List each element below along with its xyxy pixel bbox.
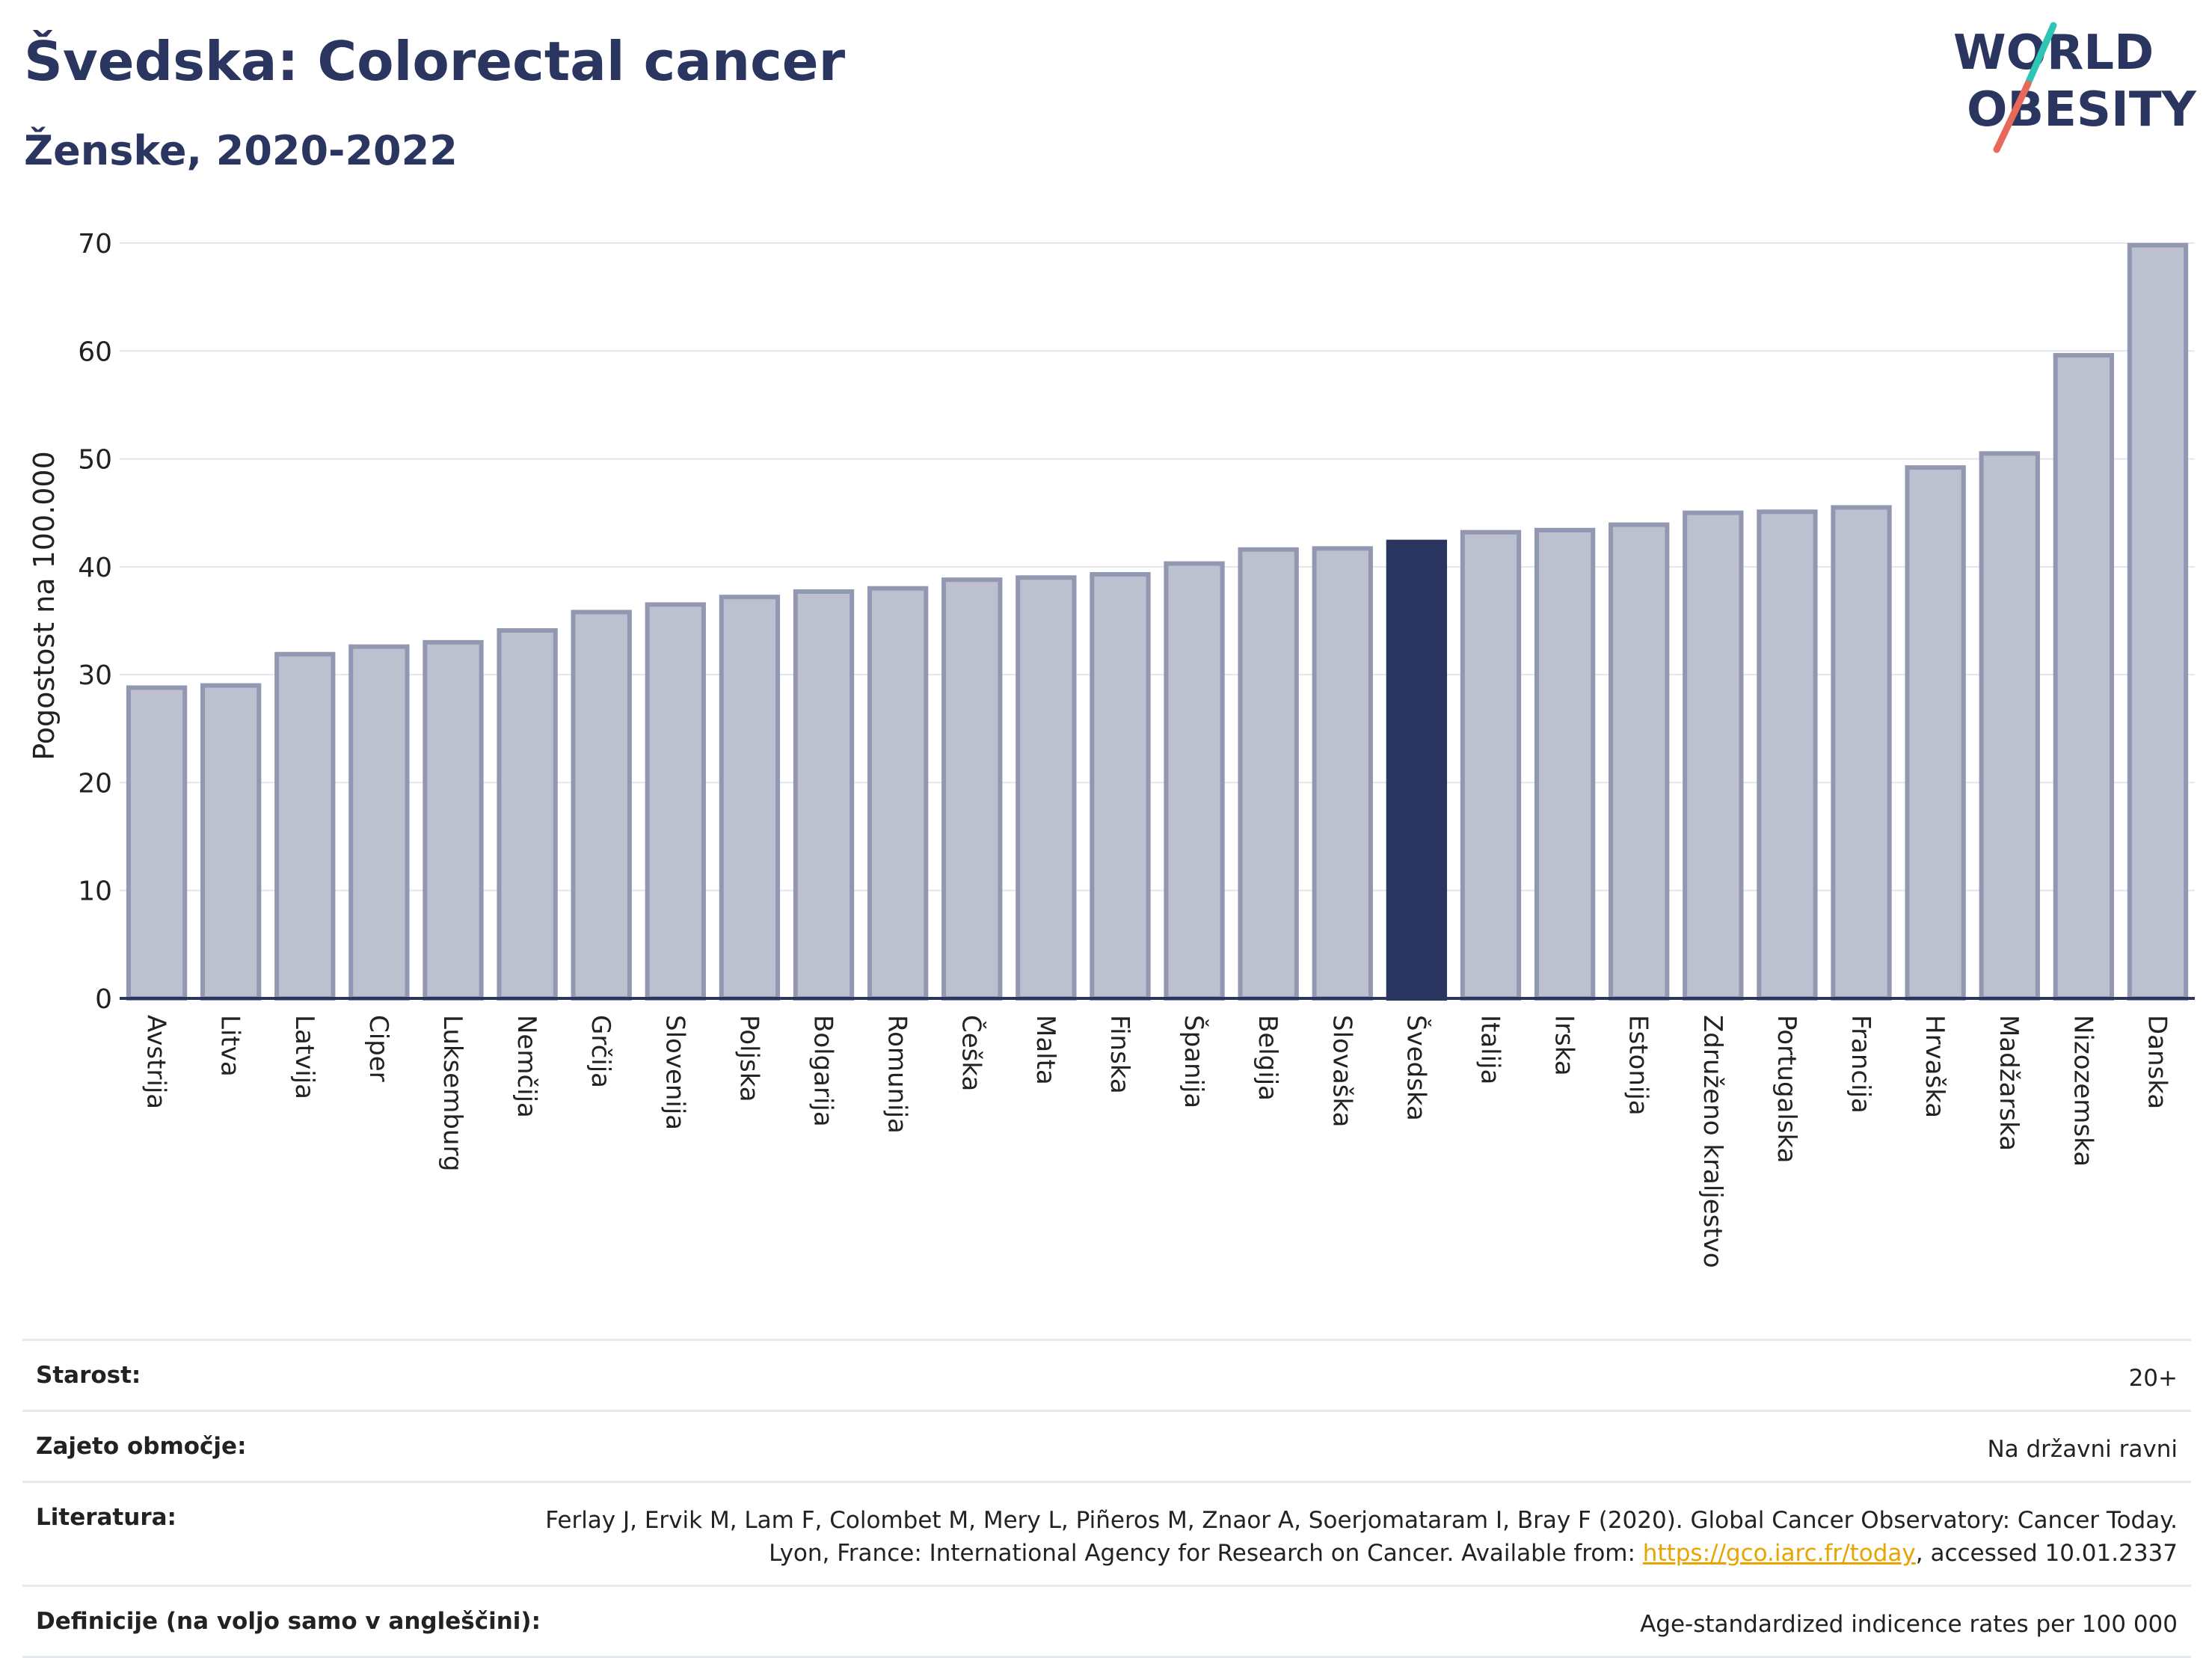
y-tick-label: 50	[78, 445, 112, 476]
bar	[1460, 529, 1522, 1001]
footer-row-coverage: Zajeto območje: Na državni ravni	[22, 1410, 2191, 1481]
literature-label: Literatura:	[36, 1504, 176, 1531]
bar	[274, 651, 336, 1001]
bar	[2053, 353, 2114, 1001]
y-tick-label: 0	[95, 984, 112, 1015]
footer-row-age: Starost: 20+	[22, 1339, 2191, 1410]
y-tick-label: 30	[78, 660, 112, 691]
x-tick-label: Irska	[1549, 1015, 1579, 1076]
bar	[1016, 575, 1077, 1001]
x-tick-label: Švedska	[1401, 1015, 1431, 1121]
x-tick-label: Francija	[1846, 1015, 1875, 1114]
x-tick-label: Madžarska	[1994, 1015, 2024, 1151]
bar	[867, 586, 929, 1001]
age-value: 20+	[2128, 1365, 2178, 1392]
bar	[497, 627, 558, 1001]
page-title: Švedska: Colorectal cancer	[24, 30, 846, 93]
bar-highlight	[1386, 539, 1448, 1001]
x-tick-label: Malta	[1030, 1015, 1060, 1085]
x-tick-label: Avstrija	[141, 1015, 171, 1109]
footer-row-literature: Literatura: Ferlay J, Ervik M, Lam F, Co…	[22, 1481, 2191, 1585]
x-tick-label: Nizozemska	[2068, 1015, 2098, 1167]
bar	[1757, 509, 1818, 1001]
literature-link[interactable]: https://gco.iarc.fr/today	[1642, 1540, 1916, 1567]
definitions-label: Definicije (na voljo samo v angleščini):	[36, 1608, 541, 1635]
bar	[200, 683, 262, 1001]
bar-chart: 0 10 20 30 40 50 60 70 Avstrija Litva Latvija Ciper…	[28, 229, 2195, 1268]
x-tick-label: Poljska	[734, 1015, 764, 1102]
x-tick-label: Hrvaška	[1920, 1015, 1950, 1118]
bar	[1831, 505, 1892, 1001]
page-subtitle: Ženske, 2020-2022	[24, 127, 458, 174]
chart-footer: Starost: 20+ Zajeto območje: Na državni …	[22, 1339, 2191, 1658]
x-tick-label: Estonija	[1623, 1015, 1653, 1116]
x-tick-label: Belgija	[1253, 1015, 1282, 1101]
bar	[1164, 561, 1225, 1001]
definitions-value: Age-standardized indicence rates per 100…	[1640, 1611, 2178, 1638]
literature-suffix: , accessed 10.01.2337	[1915, 1540, 2178, 1567]
x-tick-label: Nemčija	[511, 1015, 541, 1118]
x-tick-label: Češka	[956, 1015, 987, 1091]
y-tick-label: 60	[78, 337, 112, 367]
footer-row-definitions: Definicije (na voljo samo v angleščini):…	[22, 1585, 2191, 1658]
bar	[571, 610, 632, 1001]
bar	[348, 644, 410, 1001]
bar	[1534, 527, 1596, 1001]
x-tick-label: Portugalska	[1772, 1015, 1801, 1163]
x-tick-label: Litva	[215, 1015, 245, 1077]
bar	[1979, 451, 2040, 1001]
bar	[645, 602, 706, 1001]
age-label: Starost:	[36, 1362, 141, 1389]
bar	[719, 595, 781, 1001]
logo-slash-coral	[1993, 80, 2032, 153]
logo-slash-teal	[2023, 22, 2057, 90]
x-tick-label: Slovaška	[1327, 1015, 1357, 1127]
y-axis-label: Pogostost na 100.000	[28, 451, 61, 761]
bar	[793, 589, 855, 1001]
x-tick-label: Luksemburg	[437, 1015, 467, 1171]
x-tick-label: Latvija	[289, 1015, 319, 1099]
bar	[1090, 571, 1151, 1001]
bar	[1905, 465, 1966, 1001]
y-tick-label: 70	[78, 229, 112, 260]
bar	[1609, 522, 1670, 1001]
y-tick-label: 10	[78, 876, 112, 907]
bar	[423, 639, 484, 1001]
x-tick-label: Romunija	[882, 1015, 912, 1134]
world-obesity-logo: WORLD OBESITY	[1953, 22, 2196, 153]
literature-text: Ferlay J, Ervik M, Lam F, Colombet M, Me…	[545, 1507, 2178, 1567]
literature-value: Ferlay J, Ervik M, Lam F, Colombet M, Me…	[532, 1504, 2178, 1570]
x-tick-label: Španija	[1179, 1015, 1209, 1108]
x-tick-label: Italija	[1475, 1015, 1505, 1084]
x-tick-label: Bolgarija	[808, 1015, 838, 1127]
y-tick-label: 20	[78, 768, 112, 799]
logo-text-obesity: OBESITY	[1967, 82, 2196, 138]
coverage-value: Na državni ravni	[1987, 1436, 2178, 1463]
bar	[126, 685, 188, 1001]
y-tick-label: 40	[78, 553, 112, 583]
x-tick-label: Ciper	[363, 1015, 393, 1082]
coverage-label: Zajeto območje:	[36, 1433, 247, 1460]
x-tick-label: Grčija	[586, 1015, 615, 1088]
bar	[1238, 547, 1299, 1001]
bar	[1683, 510, 1744, 1001]
x-tick-label: Združeno kraljestvo	[1698, 1015, 1727, 1268]
bar	[1312, 546, 1373, 1001]
logo-text-world: WORLD	[1953, 25, 2154, 81]
bar	[2127, 242, 2189, 1001]
x-tick-label: Slovenija	[660, 1015, 689, 1130]
bar	[941, 577, 1003, 1001]
x-tick-label: Danska	[2142, 1015, 2172, 1109]
x-tick-label: Finska	[1105, 1015, 1134, 1094]
